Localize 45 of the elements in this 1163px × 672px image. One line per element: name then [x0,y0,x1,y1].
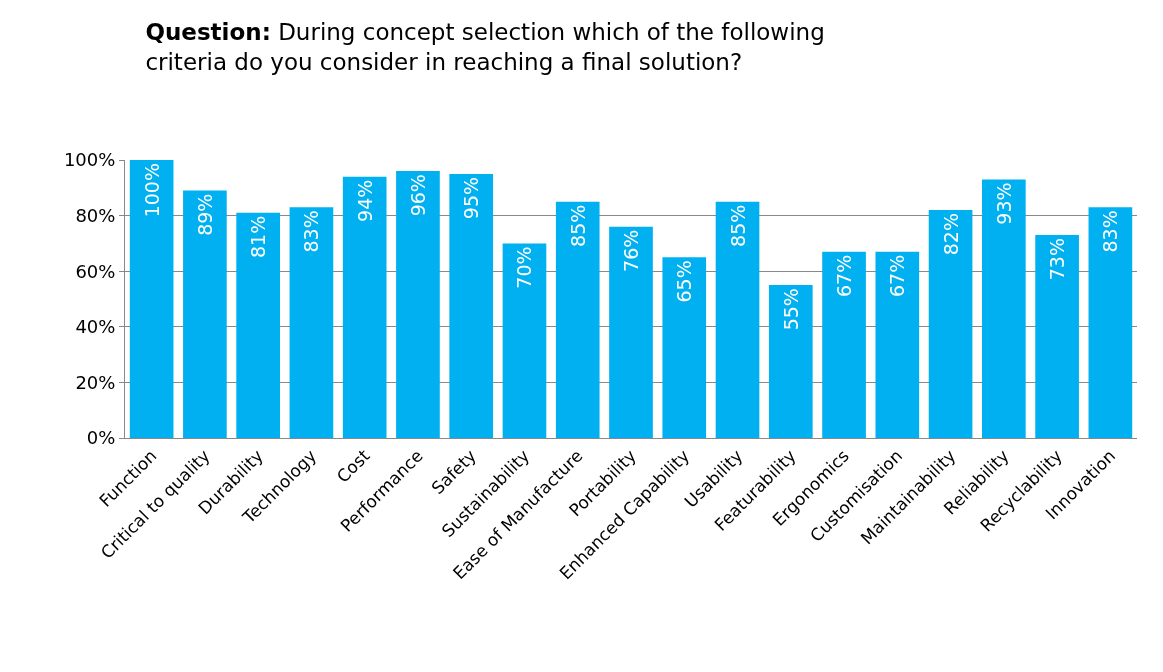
data-label: 85% [566,204,589,247]
data-label: 96% [406,174,429,217]
data-label: 89% [193,193,216,236]
bar [289,207,334,438]
bar [502,243,547,438]
bar [1035,235,1079,438]
bar [822,251,866,438]
data-label: 85% [726,204,749,247]
bar [928,210,973,438]
data-label: 67% [886,254,909,297]
bar [715,201,760,438]
bar [609,226,653,438]
data-label: 100% [140,163,163,218]
data-label: 93% [992,182,1015,225]
y-tick-label: 20% [75,371,116,393]
bar [183,190,227,438]
bar [236,212,280,438]
bar [982,179,1026,438]
bar [875,251,920,438]
data-label: 81% [247,215,270,259]
bar [449,173,494,438]
data-label: 70% [513,246,536,289]
data-label: 65% [673,260,696,303]
data-label: 82% [939,213,962,256]
data-label: 73% [1046,238,1069,281]
data-label: 94% [353,179,376,222]
y-tick-label: 0% [86,427,116,449]
y-tick-label: 80% [75,204,116,226]
bar [768,285,813,438]
chart-title: Question: During concept selection which of the following criteria do you consider in reaching a final solution? [145,19,825,76]
data-label: 95% [460,176,483,220]
data-label: 83% [300,210,323,253]
bar [342,176,387,438]
y-tick-label: 40% [75,316,116,338]
data-label: 76% [620,229,642,272]
bar [662,257,707,438]
bar [396,171,440,438]
y-tick-label: 60% [75,260,116,282]
bar [1088,207,1133,438]
data-label: 83% [1099,210,1122,253]
data-label: 67% [833,254,856,297]
data-label: 55% [779,288,802,331]
bar [555,201,600,438]
y-tick-label: 100% [63,149,116,171]
bar [129,160,174,438]
